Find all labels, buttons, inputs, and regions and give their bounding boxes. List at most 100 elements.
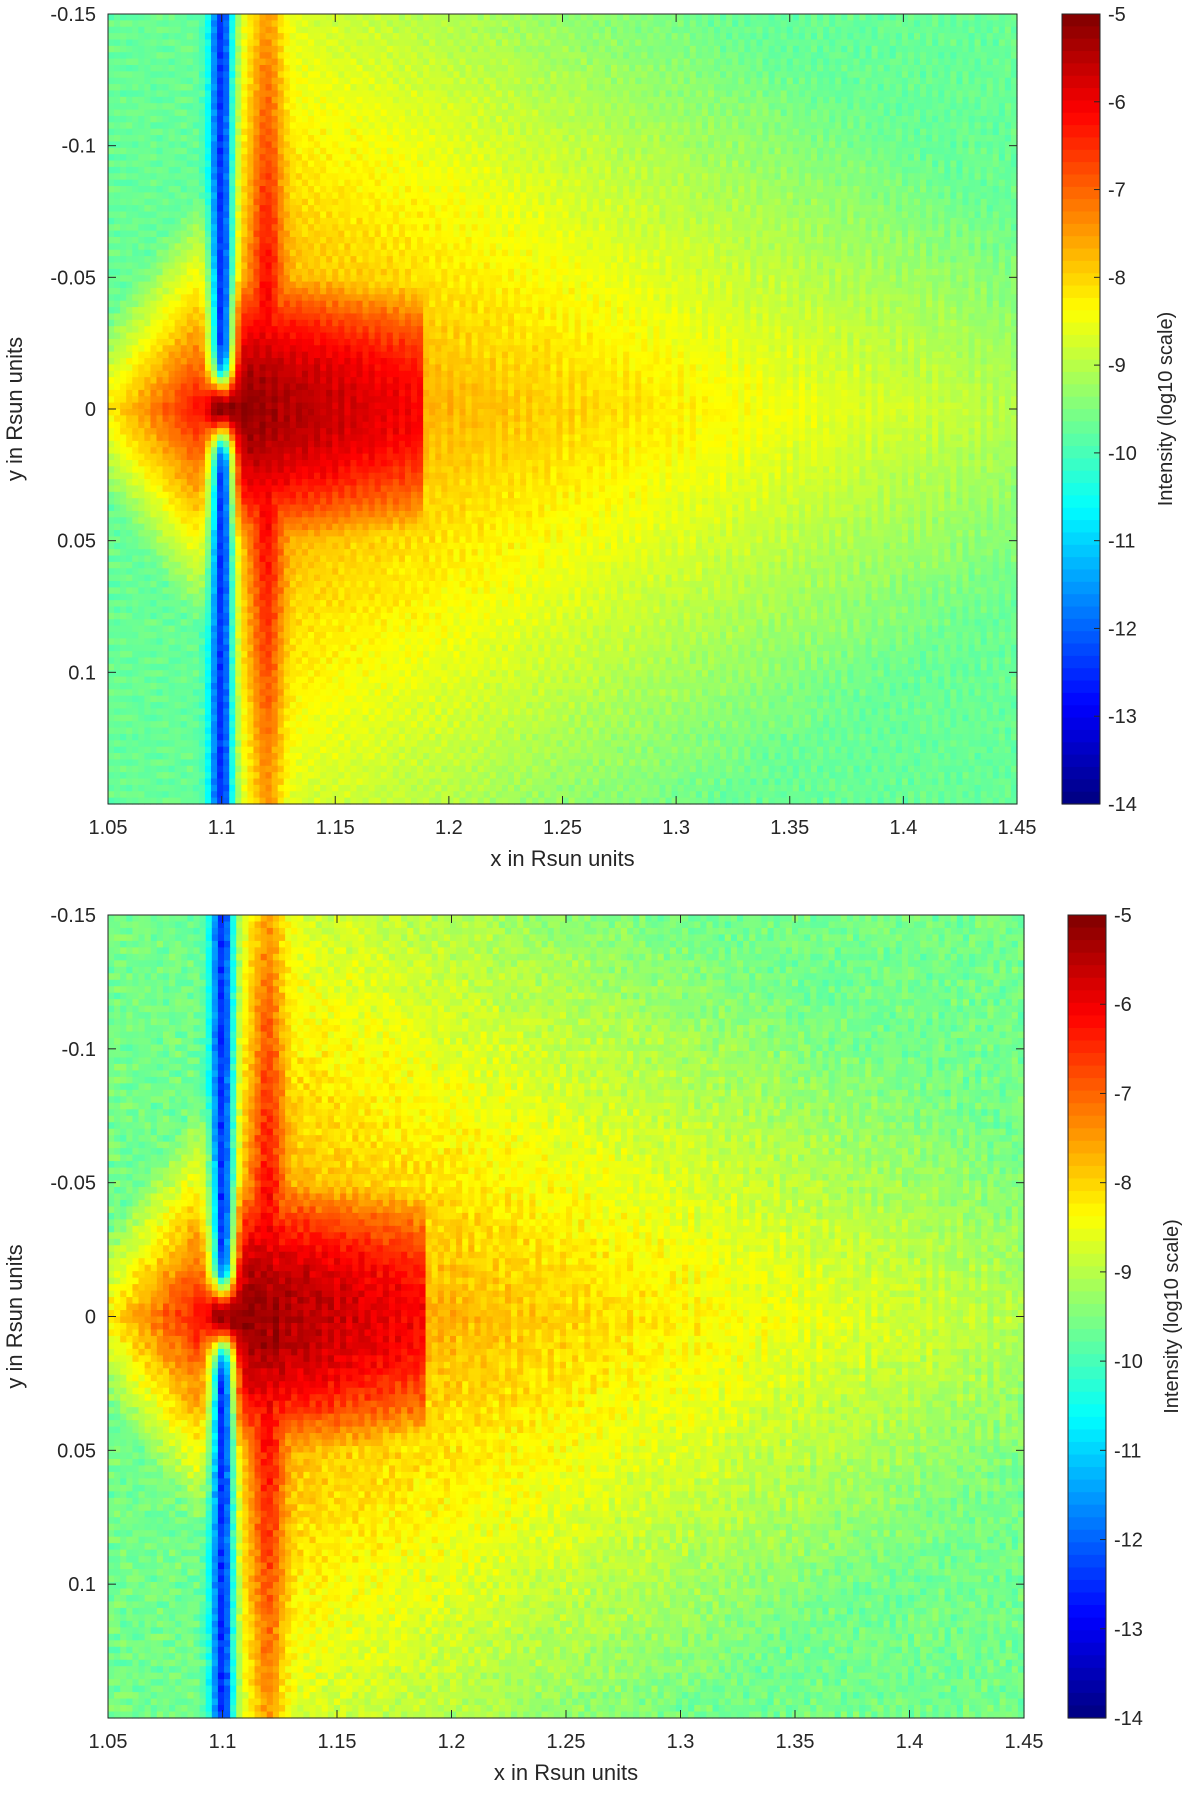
heatmap-cell bbox=[599, 20, 606, 27]
heatmap-cell bbox=[138, 122, 145, 129]
heatmap-cell bbox=[350, 97, 357, 104]
heatmap-cell bbox=[696, 33, 703, 40]
heatmap-cell bbox=[829, 27, 836, 34]
heatmap-cell bbox=[278, 27, 285, 34]
heatmap-cell bbox=[720, 78, 727, 85]
heatmap-cell bbox=[793, 33, 800, 40]
heatmap-cell bbox=[605, 39, 612, 46]
heatmap-cell bbox=[163, 84, 170, 91]
heatmap-cell bbox=[641, 103, 648, 110]
heatmap-cell bbox=[599, 33, 606, 40]
heatmap-cell bbox=[514, 52, 521, 59]
heatmap-cell bbox=[441, 33, 448, 40]
heatmap-cell bbox=[344, 103, 351, 110]
heatmap-cell bbox=[684, 116, 691, 123]
heatmap-cell bbox=[247, 129, 254, 136]
heatmap-cell bbox=[714, 129, 721, 136]
heatmap-cell bbox=[235, 84, 242, 91]
heatmap-cell bbox=[841, 59, 848, 66]
heatmap-cell bbox=[793, 59, 800, 66]
heatmap-cell bbox=[956, 39, 963, 46]
heatmap-cell bbox=[169, 65, 176, 72]
heatmap-cell bbox=[393, 46, 400, 53]
heatmap-cell bbox=[593, 84, 600, 91]
heatmap-cell bbox=[217, 103, 224, 110]
heatmap-cell bbox=[896, 65, 903, 72]
heatmap-cell bbox=[520, 84, 527, 91]
heatmap-cell bbox=[350, 129, 357, 136]
heatmap-cell bbox=[769, 78, 776, 85]
heatmap-cell bbox=[653, 78, 660, 85]
heatmap-cell bbox=[538, 122, 545, 129]
heatmap-cell bbox=[975, 39, 982, 46]
heatmap-cell bbox=[199, 84, 206, 91]
heatmap-cell bbox=[205, 90, 212, 97]
heatmap-cell bbox=[829, 122, 836, 129]
heatmap-cell bbox=[229, 110, 236, 117]
heatmap-cell bbox=[508, 110, 515, 117]
heatmap-cell bbox=[884, 129, 891, 136]
heatmap-cell bbox=[696, 129, 703, 136]
heatmap-cell bbox=[411, 122, 418, 129]
heatmap-cell bbox=[1005, 110, 1012, 117]
heatmap-cell bbox=[738, 20, 745, 27]
heatmap-cell bbox=[278, 33, 285, 40]
heatmap-cell bbox=[138, 103, 145, 110]
heatmap-cell bbox=[302, 84, 309, 91]
heatmap-cell bbox=[253, 84, 260, 91]
heatmap-cell bbox=[720, 52, 727, 59]
heatmap-cell bbox=[581, 14, 588, 21]
heatmap-cell bbox=[120, 84, 127, 91]
heatmap-cell bbox=[435, 84, 442, 91]
heatmap-cell bbox=[835, 103, 842, 110]
heatmap-cell bbox=[714, 71, 721, 78]
heatmap-cell bbox=[132, 33, 139, 40]
heatmap-cell bbox=[653, 97, 660, 104]
heatmap-cell bbox=[872, 39, 879, 46]
heatmap-cell bbox=[762, 122, 769, 129]
heatmap-cell bbox=[356, 52, 363, 59]
heatmap-cell bbox=[993, 59, 1000, 66]
heatmap-cell bbox=[338, 65, 345, 72]
heatmap-cell bbox=[859, 84, 866, 91]
heatmap-cell bbox=[484, 110, 491, 117]
heatmap-cell bbox=[550, 97, 557, 104]
heatmap-cell bbox=[253, 33, 260, 40]
heatmap-cell bbox=[659, 52, 666, 59]
heatmap-cell bbox=[447, 110, 454, 117]
heatmap-cell bbox=[520, 33, 527, 40]
heatmap-cell bbox=[981, 71, 988, 78]
heatmap-cell bbox=[847, 20, 854, 27]
heatmap-cell bbox=[484, 65, 491, 72]
heatmap-cell bbox=[696, 84, 703, 91]
heatmap-cell bbox=[253, 20, 260, 27]
heatmap-cell bbox=[902, 33, 909, 40]
heatmap-cell bbox=[187, 65, 194, 72]
heatmap-cell bbox=[211, 129, 218, 136]
heatmap-cell bbox=[435, 90, 442, 97]
heatmap-cell bbox=[605, 71, 612, 78]
heatmap-cell bbox=[120, 20, 127, 27]
heatmap-cell bbox=[520, 90, 527, 97]
heatmap-cell bbox=[659, 122, 666, 129]
heatmap-cell bbox=[169, 46, 176, 53]
heatmap-cell bbox=[950, 103, 957, 110]
heatmap-cell bbox=[132, 116, 139, 123]
heatmap-cell bbox=[690, 46, 697, 53]
heatmap-cell bbox=[114, 129, 121, 136]
heatmap-cell bbox=[260, 39, 267, 46]
heatmap-cell bbox=[853, 14, 860, 21]
heatmap-cell bbox=[641, 65, 648, 72]
heatmap-cell bbox=[326, 27, 333, 34]
heatmap-cell bbox=[241, 33, 248, 40]
heatmap-cell bbox=[417, 103, 424, 110]
heatmap-cell bbox=[387, 39, 394, 46]
heatmap-cell bbox=[775, 97, 782, 104]
heatmap-cell bbox=[290, 46, 297, 53]
heatmap-cell bbox=[126, 14, 133, 21]
heatmap-cell bbox=[587, 78, 594, 85]
heatmap-cell bbox=[466, 52, 473, 59]
heatmap-cell bbox=[902, 52, 909, 59]
heatmap-cell bbox=[478, 90, 485, 97]
heatmap-cell bbox=[211, 65, 218, 72]
